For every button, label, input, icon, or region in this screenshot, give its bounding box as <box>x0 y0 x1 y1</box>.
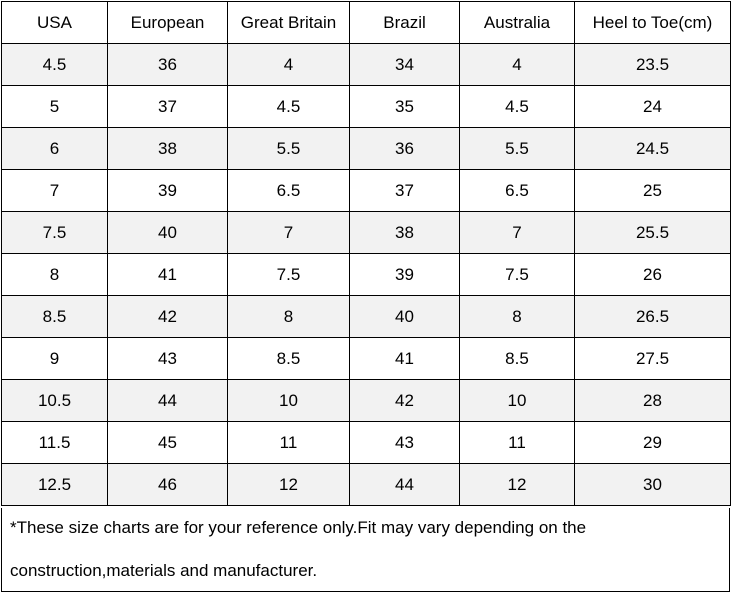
cell-brazil: 43 <box>349 421 460 464</box>
table-row: 7 39 6.5 37 6.5 25 <box>1 169 731 212</box>
cell-australia: 10 <box>459 379 575 422</box>
cell-brazil: 39 <box>349 253 460 296</box>
cell-usa: 9 <box>1 337 108 380</box>
cell-heel-to-toe: 29 <box>574 421 731 464</box>
cell-australia: 11 <box>459 421 575 464</box>
table-row: 4.5 36 4 34 4 23.5 <box>1 43 731 86</box>
header-great-britain: Great Britain <box>227 1 350 44</box>
table-row: 10.5 44 10 42 10 28 <box>1 379 731 422</box>
cell-great-britain: 10 <box>227 379 350 422</box>
cell-brazil: 42 <box>349 379 460 422</box>
cell-usa: 10.5 <box>1 379 108 422</box>
table-row: 7.5 40 7 38 7 25.5 <box>1 211 731 254</box>
cell-brazil: 38 <box>349 211 460 254</box>
cell-european: 44 <box>107 379 228 422</box>
cell-usa: 11.5 <box>1 421 108 464</box>
cell-european: 41 <box>107 253 228 296</box>
cell-brazil: 36 <box>349 127 460 170</box>
disclaimer-note: *These size charts are for your referenc… <box>1 508 730 592</box>
cell-heel-to-toe: 24.5 <box>574 127 731 170</box>
cell-great-britain: 4 <box>227 43 350 86</box>
cell-australia: 6.5 <box>459 169 575 212</box>
cell-usa: 6 <box>1 127 108 170</box>
cell-usa: 8.5 <box>1 295 108 338</box>
cell-australia: 7 <box>459 211 575 254</box>
size-table: USA European Great Britain Brazil Austra… <box>1 1 731 506</box>
table-row: 11.5 45 11 43 11 29 <box>1 421 731 464</box>
cell-european: 46 <box>107 463 228 506</box>
cell-heel-to-toe: 30 <box>574 463 731 506</box>
cell-great-britain: 11 <box>227 421 350 464</box>
header-australia: Australia <box>459 1 575 44</box>
cell-australia: 8 <box>459 295 575 338</box>
cell-european: 42 <box>107 295 228 338</box>
cell-australia: 5.5 <box>459 127 575 170</box>
disclaimer-line-1: *These size charts are for your referenc… <box>10 518 587 537</box>
cell-european: 45 <box>107 421 228 464</box>
cell-heel-to-toe: 25.5 <box>574 211 731 254</box>
cell-european: 37 <box>107 85 228 128</box>
cell-great-britain: 5.5 <box>227 127 350 170</box>
cell-australia: 12 <box>459 463 575 506</box>
cell-great-britain: 8.5 <box>227 337 350 380</box>
cell-australia: 4.5 <box>459 85 575 128</box>
cell-heel-to-toe: 26.5 <box>574 295 731 338</box>
cell-brazil: 37 <box>349 169 460 212</box>
cell-great-britain: 12 <box>227 463 350 506</box>
cell-great-britain: 7 <box>227 211 350 254</box>
cell-brazil: 40 <box>349 295 460 338</box>
table-row: 12.5 46 12 44 12 30 <box>1 463 731 506</box>
cell-australia: 4 <box>459 43 575 86</box>
cell-brazil: 35 <box>349 85 460 128</box>
cell-heel-to-toe: 26 <box>574 253 731 296</box>
cell-usa: 4.5 <box>1 43 108 86</box>
table-row: 8 41 7.5 39 7.5 26 <box>1 253 731 296</box>
cell-european: 36 <box>107 43 228 86</box>
cell-great-britain: 7.5 <box>227 253 350 296</box>
cell-great-britain: 8 <box>227 295 350 338</box>
cell-brazil: 41 <box>349 337 460 380</box>
cell-heel-to-toe: 25 <box>574 169 731 212</box>
header-heel-to-toe: Heel to Toe(cm) <box>574 1 731 44</box>
header-brazil: Brazil <box>349 1 460 44</box>
table-body: 4.5 36 4 34 4 23.5 5 37 4.5 35 4.5 24 6 38 5.5 36 5.5 24.… <box>1 43 731 506</box>
header-row: USA European Great Britain Brazil Austra… <box>1 1 731 44</box>
cell-european: 38 <box>107 127 228 170</box>
cell-usa: 8 <box>1 253 108 296</box>
cell-usa: 7 <box>1 169 108 212</box>
cell-brazil: 44 <box>349 463 460 506</box>
table-row: 6 38 5.5 36 5.5 24.5 <box>1 127 731 170</box>
cell-european: 40 <box>107 211 228 254</box>
cell-usa: 7.5 <box>1 211 108 254</box>
cell-brazil: 34 <box>349 43 460 86</box>
table-row: 9 43 8.5 41 8.5 27.5 <box>1 337 731 380</box>
cell-heel-to-toe: 23.5 <box>574 43 731 86</box>
table-row: 8.5 42 8 40 8 26.5 <box>1 295 731 338</box>
cell-european: 43 <box>107 337 228 380</box>
cell-heel-to-toe: 24 <box>574 85 731 128</box>
cell-heel-to-toe: 28 <box>574 379 731 422</box>
cell-european: 39 <box>107 169 228 212</box>
cell-great-britain: 4.5 <box>227 85 350 128</box>
cell-great-britain: 6.5 <box>227 169 350 212</box>
cell-heel-to-toe: 27.5 <box>574 337 731 380</box>
cell-usa: 12.5 <box>1 463 108 506</box>
disclaimer-line-2: construction,materials and manufacturer. <box>10 561 318 580</box>
cell-australia: 8.5 <box>459 337 575 380</box>
cell-usa: 5 <box>1 85 108 128</box>
header-european: European <box>107 1 228 44</box>
cell-australia: 7.5 <box>459 253 575 296</box>
table-row: 5 37 4.5 35 4.5 24 <box>1 85 731 128</box>
header-usa: USA <box>1 1 108 44</box>
